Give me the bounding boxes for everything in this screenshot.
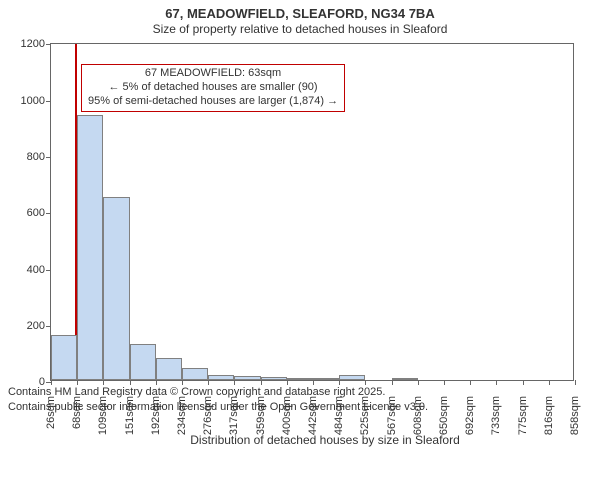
chart-subtitle: Size of property relative to detached ho… <box>0 22 600 37</box>
footer-line-1: Contains HM Land Registry data © Crown c… <box>8 385 592 400</box>
annotation-line-2: ← 5% of detached houses are smaller (90) <box>88 81 338 95</box>
histogram-bar <box>103 197 129 380</box>
x-tick-mark <box>549 380 550 385</box>
x-tick-mark <box>130 380 131 385</box>
x-tick-mark <box>234 380 235 385</box>
x-tick-label: 400sqm <box>281 392 293 435</box>
annotation-line-1: 67 MEADOWFIELD: 63sqm <box>88 67 338 81</box>
histogram-bar <box>339 375 365 380</box>
x-tick-mark <box>51 380 52 385</box>
histogram-bar <box>234 376 260 380</box>
histogram-bar <box>261 377 287 380</box>
x-tick-mark <box>182 380 183 385</box>
y-tick-mark <box>46 213 51 214</box>
x-tick-label: 151sqm <box>124 392 136 435</box>
y-tick-mark <box>46 326 51 327</box>
x-tick-mark <box>470 380 471 385</box>
histogram-bar <box>156 358 182 381</box>
histogram-bar <box>77 115 103 380</box>
x-tick-label: 68sqm <box>71 392 83 429</box>
x-tick-label: 442sqm <box>307 392 319 435</box>
y-tick-mark <box>46 101 51 102</box>
x-tick-label: 650sqm <box>438 392 450 435</box>
x-tick-mark <box>103 380 104 385</box>
histogram-bar <box>287 378 313 380</box>
x-tick-mark <box>156 380 157 385</box>
x-tick-label: 192sqm <box>150 392 162 435</box>
y-tick-mark <box>46 44 51 45</box>
annotation-box: 67 MEADOWFIELD: 63sqm ← 5% of detached h… <box>81 64 345 111</box>
x-tick-mark <box>208 380 209 385</box>
x-tick-label: 692sqm <box>464 392 476 435</box>
annotation-line-3: 95% of semi-detached houses are larger (… <box>88 95 338 109</box>
x-tick-mark <box>392 380 393 385</box>
x-tick-label: 567sqm <box>386 392 398 435</box>
x-tick-label: 816sqm <box>543 392 555 435</box>
x-tick-mark <box>261 380 262 385</box>
x-tick-mark <box>418 380 419 385</box>
x-tick-mark <box>287 380 288 385</box>
chart-title: 67, MEADOWFIELD, SLEAFORD, NG34 7BA <box>0 6 600 22</box>
histogram-bar <box>313 378 339 380</box>
x-tick-label: 276sqm <box>202 392 214 435</box>
histogram-bar <box>392 378 418 380</box>
x-axis-label: Distribution of detached houses by size … <box>190 433 460 447</box>
x-tick-label: 109sqm <box>97 392 109 435</box>
x-tick-label: 317sqm <box>228 392 240 435</box>
x-tick-mark <box>313 380 314 385</box>
x-tick-mark <box>365 380 366 385</box>
chart-plot-area: Number of detached properties 67 MEADOWF… <box>50 43 574 381</box>
x-tick-mark <box>444 380 445 385</box>
histogram-bar <box>182 368 208 381</box>
y-tick-mark <box>46 157 51 158</box>
x-tick-label: 234sqm <box>176 392 188 435</box>
x-tick-mark <box>77 380 78 385</box>
x-tick-mark <box>339 380 340 385</box>
x-tick-label: 525sqm <box>359 392 371 435</box>
x-tick-mark <box>496 380 497 385</box>
x-tick-mark <box>523 380 524 385</box>
histogram-bar <box>208 375 234 381</box>
x-tick-label: 608sqm <box>412 392 424 435</box>
histogram-bar <box>130 344 156 381</box>
histogram-bar <box>51 335 77 380</box>
x-tick-label: 359sqm <box>255 392 267 435</box>
x-tick-label: 858sqm <box>569 392 581 435</box>
x-tick-label: 484sqm <box>333 392 345 435</box>
x-tick-label: 26sqm <box>45 392 57 429</box>
footer-line-2: Contains public sector information licen… <box>8 400 592 415</box>
x-tick-mark <box>575 380 576 385</box>
x-tick-label: 775sqm <box>517 392 529 435</box>
x-tick-label: 733sqm <box>490 392 502 435</box>
y-tick-mark <box>46 270 51 271</box>
